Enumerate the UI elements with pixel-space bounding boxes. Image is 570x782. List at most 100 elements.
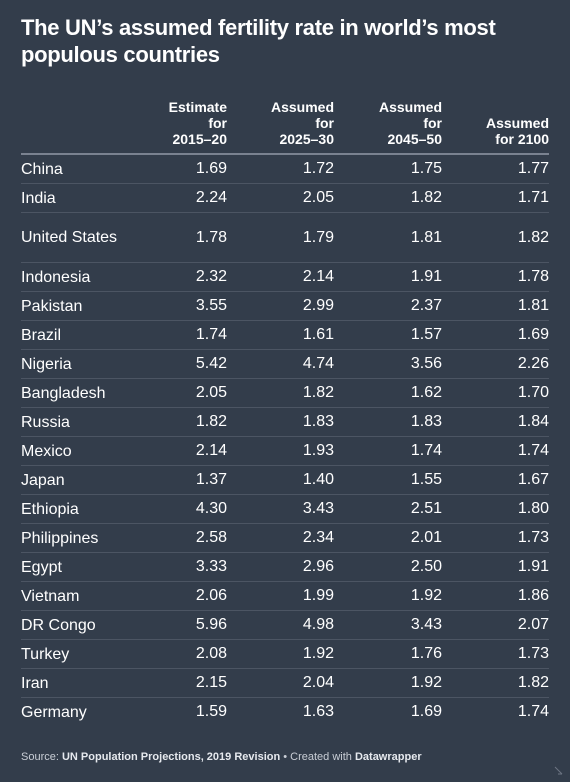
table-row: United States 1.78 1.79 1.81 1.82 [21,212,549,263]
fertility-value: 2.34 [227,523,334,553]
fertility-value: 1.92 [334,581,442,611]
table-row: India 2.24 2.05 1.82 1.71 [21,183,549,213]
fertility-value: 1.74 [334,436,442,466]
fertility-value: 2.14 [227,262,334,292]
fertility-value: 3.55 [141,291,227,321]
fertility-value: 1.61 [227,320,334,350]
country-name: India [21,183,141,213]
table-row: Germany 1.59 1.63 1.69 1.74 [21,698,549,727]
fertility-value: 1.99 [227,581,334,611]
fertility-value: 1.59 [195,703,227,720]
fertility-value: 2.06 [141,581,227,611]
fertility-value: 1.91 [334,262,442,292]
fertility-value: 1.37 [141,465,227,495]
fertility-value: 1.73 [442,523,549,553]
source-link[interactable]: UN Population Projections, 2019 Revision [61,751,281,763]
footer: Source: UN Population Projections, 2019 … [21,751,422,763]
fertility-value: 1.83 [227,407,334,437]
fertility-value: 2.14 [141,436,227,466]
fertility-value: 2.05 [227,183,334,213]
fertility-value: 1.76 [334,639,442,669]
country-name: Nigeria [21,349,141,379]
table-row: Indonesia 2.32 2.14 1.91 1.78 [21,262,549,292]
country-name: Egypt [21,552,141,582]
table-row: DR Congo 5.96 4.98 3.43 2.07 [21,610,549,640]
country-name: Ethiopia [21,494,141,524]
fertility-value: 1.69 [410,703,442,720]
fertility-value: 1.69 [442,320,549,350]
table-header-row: Estimate for 2015–20 Assumed for 2025–30 Ass… [21,95,549,155]
fertility-value: 1.74 [517,703,549,720]
table-row: Philippines 2.58 2.34 2.01 1.73 [21,523,549,553]
country-name: Philippines [21,523,141,553]
fertility-value: 1.74 [141,320,227,350]
fertility-value: 1.82 [141,407,227,437]
fertility-value: 1.82 [442,668,549,698]
fertility-value: 1.81 [334,212,442,263]
fertility-value: 1.71 [442,183,549,213]
fertility-value: 1.82 [442,212,549,263]
fertility-value: 1.83 [334,407,442,437]
source-prefix: Source: [21,751,62,763]
fertility-value: 1.93 [227,436,334,466]
fertility-value: 1.86 [442,581,549,611]
table-row: Nigeria 5.42 4.74 3.56 2.26 [21,349,549,379]
fertility-value: 3.33 [141,552,227,582]
country-name: Russia [21,407,141,437]
fertility-value: 1.79 [227,212,334,263]
table-row: Egypt 3.33 2.96 2.50 1.91 [21,552,549,582]
table-row: Ethiopia 4.30 3.43 2.51 1.80 [21,494,549,524]
fertility-value: 4.30 [141,494,227,524]
fertility-value: 2.32 [141,262,227,292]
country-name: Brazil [21,320,141,350]
country-name: Turkey [21,639,141,669]
table-row: China 1.69 1.72 1.75 1.77 [21,154,549,184]
table-row: Iran 2.15 2.04 1.92 1.82 [21,668,549,698]
header-assumed-2100: Assumed for 2100 [442,95,549,155]
fertility-value: 2.51 [334,494,442,524]
fertility-value: 1.92 [227,639,334,669]
table-row: Russia 1.82 1.83 1.83 1.84 [21,407,549,437]
fertility-value: 1.69 [141,154,227,184]
fertility-value: 1.80 [442,494,549,524]
country-name: Mexico [21,436,141,466]
fertility-value: 1.40 [227,465,334,495]
fertility-value: 1.91 [442,552,549,582]
header-estimate-2015-20: Estimate for 2015–20 [141,95,227,155]
fertility-value: 2.15 [141,668,227,698]
table-row: Vietnam 2.06 1.99 1.92 1.86 [21,581,549,611]
fertility-value: 1.92 [334,668,442,698]
fertility-value: 1.81 [442,291,549,321]
fertility-value: 2.08 [141,639,227,669]
fertility-value: 2.07 [442,610,549,640]
fertility-value: 1.67 [442,465,549,495]
fertility-value: 1.62 [334,378,442,408]
country-name: Iran [21,668,141,698]
fertility-value: 1.72 [227,154,334,184]
fertility-value: 3.43 [334,610,442,640]
fertility-value: 2.24 [141,183,227,213]
country-name: Bangladesh [21,378,141,408]
resize-handle-icon [554,766,563,775]
fertility-value: 1.57 [334,320,442,350]
fertility-table: Estimate for 2015–20 Assumed for 2025–30 Ass… [21,95,549,726]
fertility-value: 2.50 [334,552,442,582]
header-assumed-2025-30: Assumed for 2025–30 [227,95,334,155]
table-row: Japan 1.37 1.40 1.55 1.67 [21,465,549,495]
fertility-value: 2.26 [442,349,549,379]
table-row: Turkey 2.08 1.92 1.76 1.73 [21,639,549,669]
fertility-value: 1.78 [442,262,549,292]
table-row: Mexico 2.14 1.93 1.74 1.74 [21,436,549,466]
fertility-value: 1.77 [442,154,549,184]
fertility-value: 2.96 [227,552,334,582]
fertility-value: 4.74 [227,349,334,379]
fertility-value: 3.56 [334,349,442,379]
fertility-value: 2.01 [334,523,442,553]
fertility-value: 1.73 [442,639,549,669]
fertility-value: 2.58 [141,523,227,553]
datawrapper-link[interactable]: Datawrapper [354,751,422,763]
country-name: Pakistan [21,291,141,321]
country-name: Japan [21,465,141,495]
header-assumed-2045-50: Assumed for 2045–50 [334,95,442,155]
country-name: Vietnam [21,581,141,611]
